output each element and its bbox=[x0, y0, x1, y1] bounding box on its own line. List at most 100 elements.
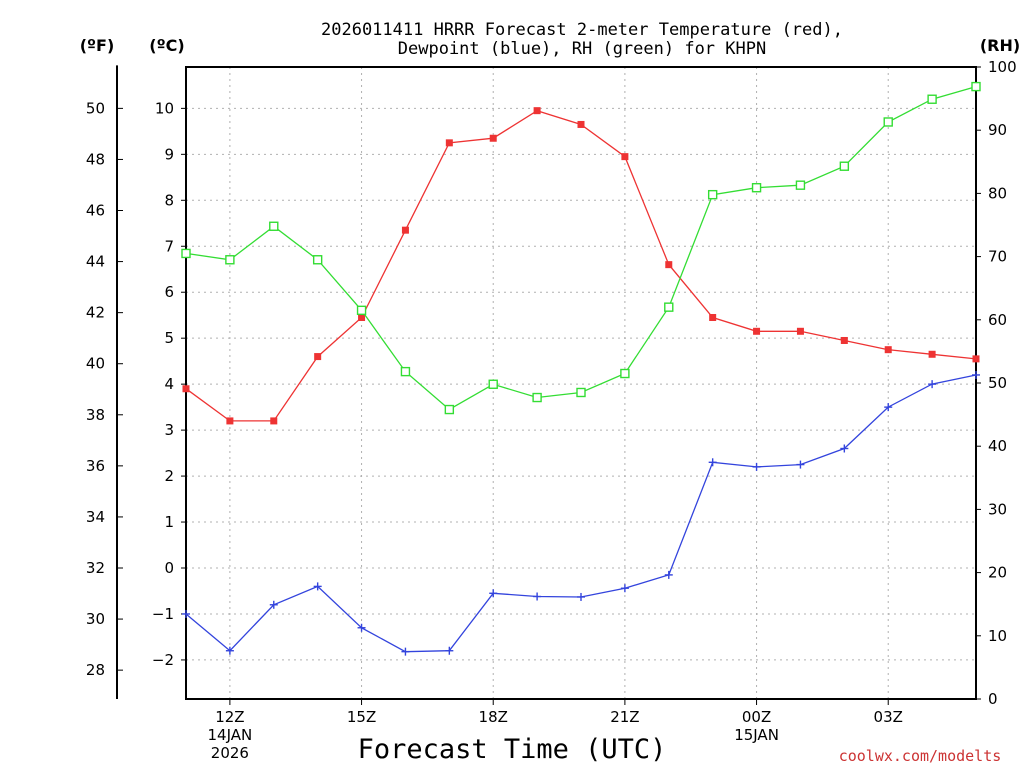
rh-marker bbox=[532, 392, 542, 403]
fahrenheit-tick-label: 40 bbox=[86, 355, 105, 373]
rh-tick-label: 70 bbox=[988, 248, 1007, 266]
x-tick-label: 12Z bbox=[215, 708, 244, 726]
x-tick-date: 14JAN bbox=[208, 726, 253, 744]
chart-title-line-1: 2026011411 HRRR Forecast 2-meter Tempera… bbox=[321, 20, 843, 40]
temperature-marker bbox=[928, 350, 936, 358]
rh-tick-label: 50 bbox=[988, 374, 1007, 392]
dewpoint-marker bbox=[357, 623, 366, 632]
dewpoint-line bbox=[185, 374, 977, 653]
dewpoint-marker bbox=[269, 600, 278, 609]
fahrenheit-tick-label: 34 bbox=[86, 508, 105, 526]
celsius-tick-label: 7 bbox=[164, 237, 174, 255]
dewpoint-marker bbox=[796, 460, 805, 469]
axes: −2−1012345678910283032343638404244464850… bbox=[86, 58, 1017, 762]
x-tick-label: 21Z bbox=[610, 708, 639, 726]
grid-lines bbox=[186, 67, 976, 699]
celsius-tick-label: 4 bbox=[164, 375, 174, 393]
rh-tick-label: 10 bbox=[988, 627, 1007, 645]
rh-marker bbox=[707, 189, 718, 200]
rh-tick-label: 40 bbox=[988, 437, 1007, 455]
temperature-marker bbox=[709, 314, 717, 322]
dewpoint-marker bbox=[401, 647, 410, 656]
rh-marker bbox=[181, 248, 191, 259]
celsius-tick-label: −1 bbox=[152, 605, 174, 623]
dewpoint-marker bbox=[225, 646, 234, 655]
celsius-tick-label: 3 bbox=[164, 421, 174, 439]
rh-marker bbox=[576, 387, 586, 398]
rh-marker bbox=[751, 183, 762, 193]
dewpoint-marker bbox=[972, 370, 980, 379]
rh-tick-label: 0 bbox=[988, 690, 998, 708]
temperature-marker bbox=[401, 226, 409, 234]
celsius-tick-label: 1 bbox=[164, 513, 174, 531]
x-axis-title: Forecast Time (UTC) bbox=[358, 734, 667, 765]
dewpoint-marker bbox=[445, 646, 454, 655]
dewpoint-marker bbox=[577, 592, 585, 601]
rh-marker bbox=[444, 404, 455, 415]
rh-marker bbox=[883, 117, 893, 127]
temperature-marker bbox=[621, 153, 629, 161]
credit-link[interactable]: coolwx.com/modelts bbox=[839, 747, 1002, 765]
rh-marker bbox=[356, 305, 367, 316]
rh-tick-label: 80 bbox=[988, 184, 1007, 202]
x-tick-year: 2026 bbox=[211, 744, 249, 762]
temperature-marker bbox=[314, 353, 322, 361]
fahrenheit-tick-label: 30 bbox=[86, 610, 105, 628]
temperature-marker bbox=[182, 385, 190, 393]
dewpoint-marker bbox=[182, 609, 190, 618]
temperature-marker bbox=[884, 346, 892, 354]
temperature-marker bbox=[445, 139, 453, 147]
rh-marker bbox=[795, 180, 806, 190]
rh-marker bbox=[839, 161, 850, 171]
x-tick-label: 15Z bbox=[347, 708, 376, 726]
fahrenheit-tick-label: 48 bbox=[86, 150, 105, 168]
temperature-marker bbox=[665, 261, 673, 269]
celsius-unit-label: (ºC) bbox=[149, 36, 184, 55]
celsius-tick-label: 8 bbox=[164, 191, 174, 209]
fahrenheit-tick-label: 32 bbox=[86, 559, 105, 577]
rh-tick-label: 90 bbox=[988, 121, 1007, 139]
fahrenheit-tick-label: 42 bbox=[86, 304, 105, 322]
fahrenheit-tick-label: 50 bbox=[86, 99, 105, 117]
dewpoint-marker bbox=[664, 570, 673, 579]
chart-title-line-2: Dewpoint (blue), RH (green) for KHPN bbox=[398, 39, 766, 59]
rh-tick-label: 100 bbox=[988, 58, 1017, 76]
dewpoint-marker bbox=[708, 458, 717, 467]
rh-marker bbox=[971, 81, 981, 92]
data-series bbox=[181, 81, 981, 656]
dewpoint-marker bbox=[489, 589, 498, 598]
x-tick-label: 00Z bbox=[742, 708, 771, 726]
celsius-tick-label: 10 bbox=[155, 99, 174, 117]
fahrenheit-tick-label: 46 bbox=[86, 202, 105, 220]
rh-line bbox=[185, 85, 977, 411]
fahrenheit-tick-label: 38 bbox=[86, 406, 105, 424]
celsius-tick-label: 9 bbox=[164, 145, 174, 163]
temperature-marker bbox=[358, 314, 366, 322]
rh-marker bbox=[488, 379, 498, 389]
x-tick-label: 03Z bbox=[874, 708, 903, 726]
fahrenheit-unit-label: (ºF) bbox=[80, 36, 115, 55]
celsius-tick-label: 2 bbox=[164, 467, 174, 485]
dewpoint-marker bbox=[533, 592, 542, 601]
rh-tick-label: 60 bbox=[988, 311, 1007, 329]
fahrenheit-tick-label: 44 bbox=[86, 253, 105, 271]
dewpoint-marker bbox=[884, 403, 893, 412]
temperature-marker bbox=[489, 134, 497, 142]
rh-tick-label: 20 bbox=[988, 564, 1007, 582]
rh-marker bbox=[400, 366, 411, 377]
temperature-marker bbox=[226, 417, 234, 425]
rh-marker bbox=[664, 302, 674, 312]
x-tick-label: 18Z bbox=[479, 708, 508, 726]
rh-marker bbox=[312, 255, 323, 265]
plot-frame bbox=[185, 66, 977, 700]
dewpoint-marker bbox=[928, 380, 937, 389]
rh-marker bbox=[927, 94, 937, 104]
temperature-marker bbox=[972, 355, 980, 363]
temperature-marker bbox=[796, 327, 804, 335]
temperature-line bbox=[185, 109, 977, 422]
celsius-tick-label: 0 bbox=[164, 559, 174, 577]
celsius-tick-label: 6 bbox=[164, 283, 174, 301]
celsius-tick-label: −2 bbox=[152, 651, 174, 669]
rh-unit-label: (RH) bbox=[980, 36, 1020, 55]
